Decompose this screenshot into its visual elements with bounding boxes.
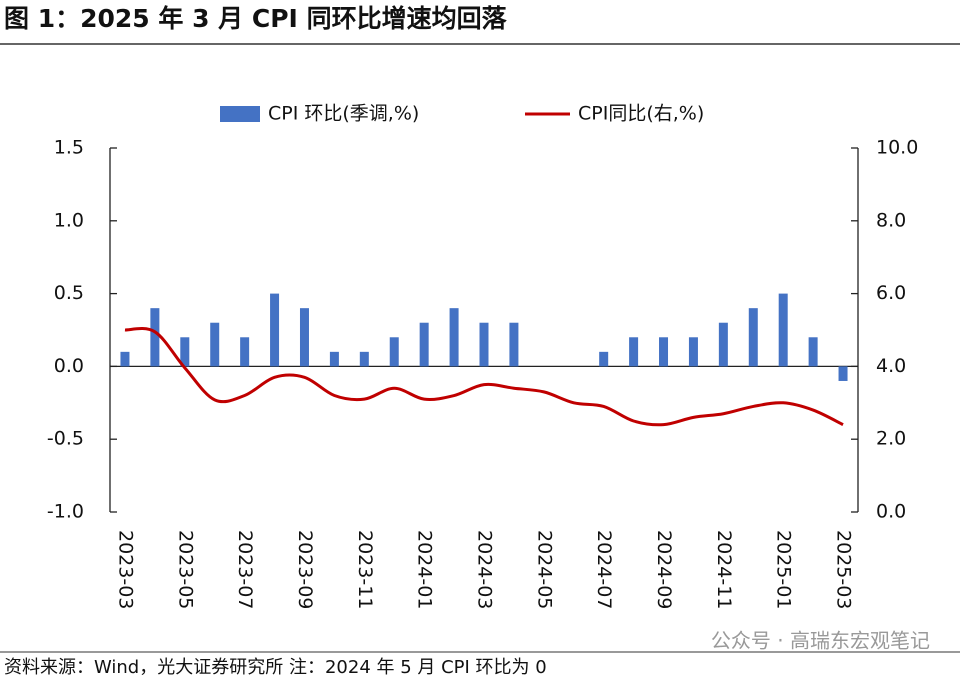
bar [449, 308, 459, 367]
bar [210, 322, 220, 367]
x-tick-label: 2024-11 [713, 530, 735, 609]
bar [270, 293, 280, 367]
bar [240, 337, 250, 367]
y-tick-label: 0.5 [54, 282, 84, 304]
bar [150, 308, 160, 367]
x-tick-label: 2023-09 [294, 530, 316, 609]
bar [629, 337, 639, 367]
x-tick-label: 2024-09 [653, 530, 675, 609]
y-tick-label: 0.0 [54, 355, 84, 377]
y2-tick-label: 10.0 [876, 137, 918, 159]
y-tick-label: -1.0 [47, 501, 84, 523]
bar [509, 322, 519, 367]
x-tick-label: 2024-05 [533, 530, 555, 609]
bar [659, 337, 669, 367]
bar [688, 337, 698, 367]
bar [359, 351, 369, 367]
x-tick-label: 2023-11 [354, 530, 376, 609]
y2-tick-label: 6.0 [876, 282, 906, 304]
legend-label: CPI 环比(季调,%) [268, 103, 419, 125]
bar [808, 337, 818, 367]
y2-tick-label: 2.0 [876, 428, 906, 450]
bar [389, 337, 399, 367]
bar [120, 351, 130, 367]
bar [599, 351, 609, 367]
x-tick-label: 2024-01 [414, 530, 436, 609]
note: 资料来源：Wind，光大证券研究所 注：2024 年 5 月 CPI 环比为 0 [4, 657, 547, 678]
legend-swatch [220, 106, 260, 122]
legend-label: CPI同比(右,%) [578, 103, 704, 125]
y2-tick-label: 8.0 [876, 209, 906, 231]
bar [838, 366, 848, 381]
bar [419, 322, 429, 367]
x-tick-label: 2024-07 [593, 530, 615, 609]
bar [180, 337, 190, 367]
line [124, 327, 844, 427]
x-tick-label: 2023-07 [234, 530, 256, 609]
x-tick-label: 2023-03 [114, 530, 136, 609]
y2-tick-label: 0.0 [876, 501, 906, 523]
y2-tick-label: 4.0 [876, 355, 906, 377]
x-tick-label: 2023-05 [174, 530, 196, 609]
bar [299, 308, 309, 367]
bar [479, 322, 489, 367]
y-tick-label: 1.0 [54, 209, 84, 231]
y-tick-label: 1.5 [54, 137, 84, 159]
bar [718, 322, 728, 367]
bar [778, 293, 788, 367]
bar [748, 308, 758, 367]
y-tick-label: -0.5 [47, 428, 84, 450]
watermark: 公众号 · 高瑞东宏观笔记 [711, 629, 930, 653]
bar [329, 351, 339, 367]
x-tick-label: 2024-03 [474, 530, 496, 609]
x-tick-label: 2025-01 [773, 530, 795, 609]
x-tick-label: 2025-03 [833, 530, 855, 609]
chart-title: 图 1：2025 年 3 月 CPI 同环比增速均回落 [4, 4, 508, 33]
